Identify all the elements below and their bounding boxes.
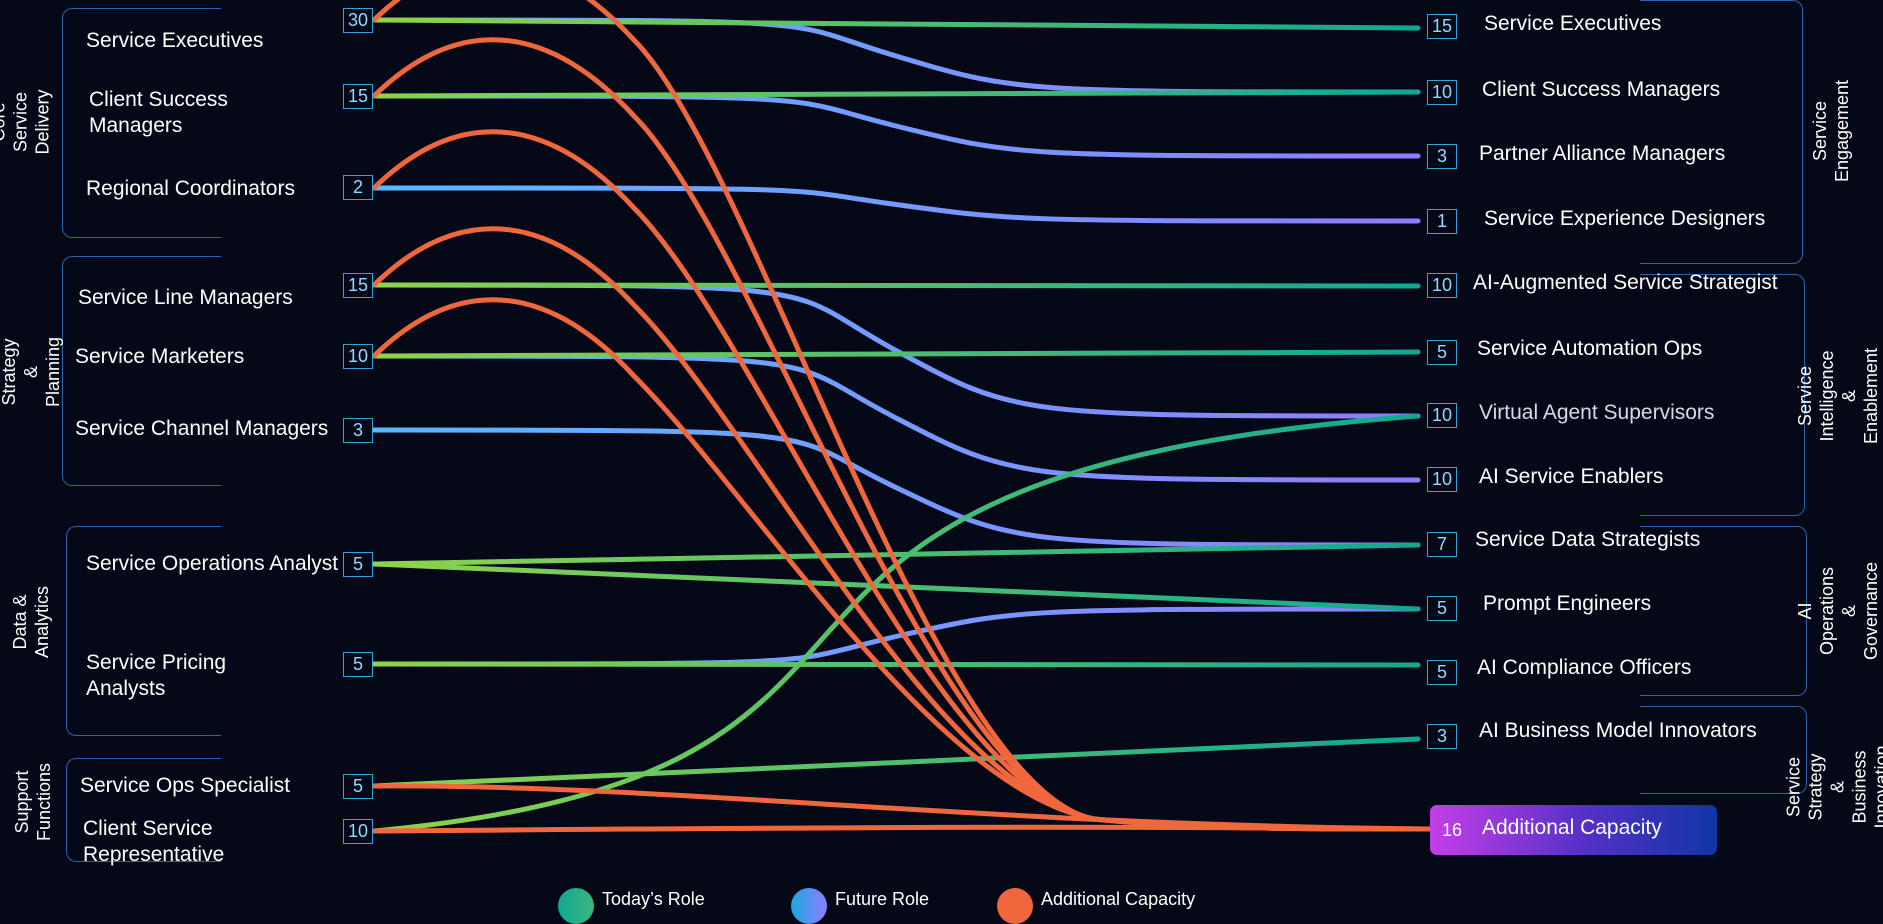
right-role-label: Partner Alliance Managers (1479, 142, 1726, 165)
right-role-label: Prompt Engineers (1483, 592, 1652, 615)
flow-line-today (371, 282, 1421, 289)
left-role-label: Service Operations Analyst (86, 552, 339, 575)
left-group-box-service-strategy-planning (62, 256, 221, 486)
right-role-count: 10 (1427, 467, 1457, 492)
right-group-label-service-intelligence: Service Intelligence & Enablement (1795, 347, 1882, 445)
right-role-count: 10 (1427, 273, 1457, 298)
right-role-count: 1 (1427, 209, 1457, 234)
legend-item-future: Future Role (791, 884, 930, 924)
legend-item-additional: Additional Capacity (997, 884, 1196, 924)
right-role-label: AI Service Enablers (1479, 465, 1664, 488)
left-role-count: 15 (343, 84, 373, 109)
right-group-label-service-engagement: Service Engagement (1810, 79, 1853, 183)
right-role-label: AI Business Model Innovators (1479, 719, 1757, 742)
right-role-label: AI Compliance Officers (1477, 656, 1692, 679)
left-role-label: Client Service Representative (83, 817, 225, 866)
right-role-label: Service Executives (1484, 12, 1662, 35)
flow-line-additional (371, 226, 1433, 832)
right-group-box-business-innovation (1640, 706, 1807, 794)
left-group-label-core-service-delivery: Core Service Delivery (0, 89, 53, 155)
left-group-label-service-strategy-planning: Service Strategy & Planning (0, 336, 64, 408)
left-role-count: 2 (343, 175, 373, 200)
legend-label: Future Role (835, 888, 930, 909)
left-role-count: 30 (343, 8, 373, 33)
left-group-box-data-analytics (66, 526, 221, 736)
left-group-label-support-functions: Support Functions (12, 762, 55, 842)
right-role-count: 10 (1427, 80, 1457, 105)
left-role-label: Service Executives (86, 29, 264, 52)
left-role-label: Service Ops Specialist (80, 774, 291, 797)
legend-swatch-today (558, 888, 594, 924)
right-role-count: 5 (1427, 596, 1457, 621)
right-role-label: Service Experience Designers (1484, 207, 1766, 230)
left-role-count: 5 (343, 774, 373, 799)
additional-capacity-box: 16 Additional Capacity (1430, 805, 1717, 855)
flow-line-today (371, 736, 1421, 789)
flow-line-today (371, 17, 1421, 31)
right-group-box-service-intelligence (1640, 274, 1805, 516)
legend-swatch-additional (997, 888, 1033, 924)
right-role-label: Client Success Managers (1482, 78, 1721, 101)
right-role-count: 15 (1427, 14, 1457, 39)
left-group-box-support-functions (66, 758, 221, 862)
right-role-count: 7 (1427, 532, 1457, 557)
left-role-count: 10 (343, 819, 373, 844)
flow-line-additional (371, 783, 1433, 832)
flow-line-today (371, 661, 1421, 668)
right-role-count: 10 (1427, 403, 1457, 428)
right-group-box-service-engagement (1640, 0, 1803, 264)
flow-line-future (371, 427, 1421, 548)
flow-line-today (371, 542, 1421, 567)
left-role-count: 5 (343, 652, 373, 677)
right-group-label-ai-operations: AI Operations & Governance (1795, 561, 1881, 661)
right-role-label: AI-Augmented Service Strategist (1473, 271, 1778, 294)
flow-line-today (371, 89, 1421, 99)
left-group-label-data-analytics: Data & Analytics (10, 585, 52, 659)
flow-line-today (371, 349, 1421, 359)
right-group-box-ai-operations (1640, 526, 1807, 696)
additional-capacity-count: 16 (1442, 820, 1463, 840)
left-group-box-core-service-delivery (62, 8, 221, 238)
right-role-label: Service Automation Ops (1477, 337, 1703, 360)
right-role-label: Virtual Agent Supervisors (1479, 401, 1715, 424)
legend-label: Today’s Role (602, 888, 705, 909)
legend-label: Additional Capacity (1041, 888, 1196, 909)
right-role-count: 5 (1427, 340, 1457, 365)
left-role-label: Service Marketers (75, 345, 245, 368)
left-role-label: Service Line Managers (78, 286, 293, 309)
flow-line-future (371, 93, 1421, 159)
left-role-label: Regional Coordinators (86, 177, 295, 200)
left-role-count: 10 (343, 344, 373, 369)
legend-item-today: Today’s Role (558, 884, 705, 924)
flow-line-future (371, 17, 1421, 95)
right-role-count: 3 (1427, 724, 1457, 749)
left-role-count: 15 (343, 273, 373, 298)
left-role-label: Service Channel Managers (75, 417, 329, 440)
left-role-label: Service Pricing Analysts (86, 651, 227, 700)
right-group-label-business-innovation: Service Strategy & Business Innovation (1784, 745, 1883, 829)
right-role-count: 3 (1427, 144, 1457, 169)
flow-line-additional (371, 824, 1433, 834)
right-role-count: 5 (1427, 660, 1457, 685)
legend-swatch-future (791, 888, 827, 924)
left-role-count: 3 (343, 418, 373, 443)
left-role-count: 5 (343, 552, 373, 577)
additional-capacity-label: Additional Capacity (1482, 816, 1662, 839)
flow-line-additional (371, 297, 1433, 832)
right-role-label: Service Data Strategists (1475, 528, 1701, 551)
flow-line-future (371, 185, 1421, 224)
left-role-label: Client Success Managers (89, 88, 228, 137)
